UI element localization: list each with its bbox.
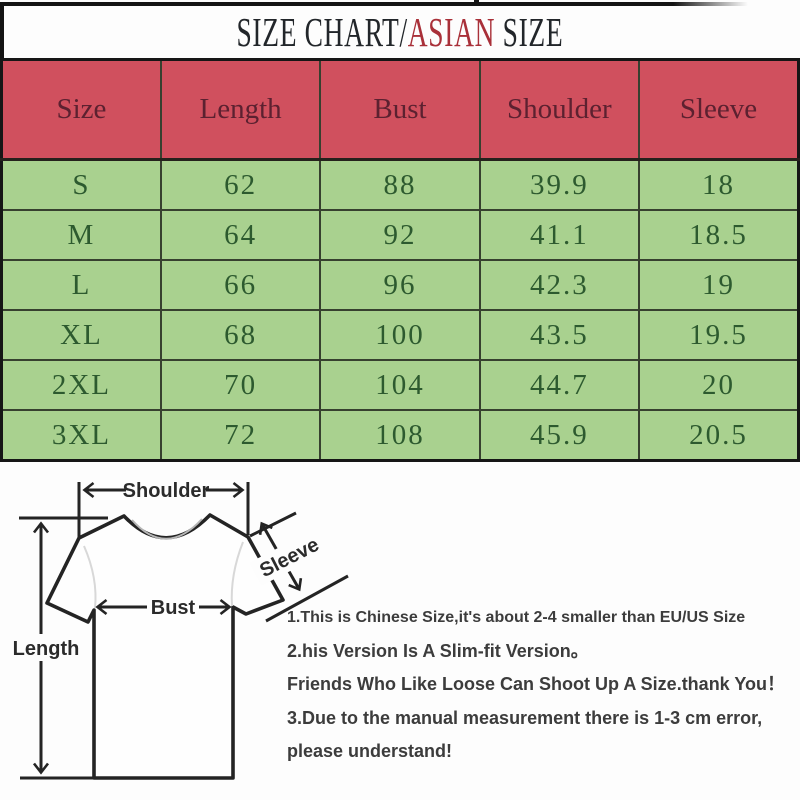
cell-length: 68 [159, 309, 322, 361]
bust-label-bg [147, 593, 199, 620]
note-line: 2.his Version Is A Slim-fit Version。 [287, 640, 589, 661]
table-row: S 62 88 39.9 18 [0, 158, 800, 211]
title-prefix: SIZE CHART/ [236, 9, 408, 55]
size-table: Size Length Bust Shoulder Sleeve S 62 88… [0, 58, 800, 462]
cell-bust: 104 [319, 359, 481, 411]
cell-bust: 100 [319, 309, 481, 361]
cell-shoulder: 44.7 [478, 359, 641, 411]
sleeve-guide-bottom [265, 574, 349, 623]
cell-sleeve: 19 [638, 259, 800, 311]
table-row: 2XL 70 104 44.7 20 [0, 359, 800, 411]
column-header-size: Size [0, 58, 162, 161]
cell-bust: 96 [319, 259, 481, 311]
cell-length: 72 [159, 409, 322, 462]
length-label-bg [12, 634, 80, 661]
page-title: SIZE CHART/ASIAN SIZE [237, 8, 564, 56]
note-line: Friends Who Like Loose Can Shoot Up A Si… [287, 674, 786, 694]
cell-bust: 88 [319, 158, 481, 211]
cell-length: 66 [159, 259, 322, 311]
cell-length: 64 [159, 209, 322, 261]
column-header-bust: Bust [319, 58, 481, 161]
table-row: M 64 92 41.1 18.5 [0, 209, 800, 261]
cell-shoulder: 41.1 [478, 209, 641, 261]
cell-size: L [0, 259, 162, 311]
cell-sleeve: 19.5 [638, 309, 800, 361]
sizing-notes: 1.This is Chinese Size,it's about 2-4 sm… [287, 601, 800, 769]
bust-label: Bust [151, 597, 196, 619]
cell-size: XL [0, 309, 162, 361]
table-row: L 66 96 42.3 19 [0, 259, 800, 311]
cell-shoulder: 43.5 [478, 309, 641, 361]
sleeve-guide-top [249, 511, 297, 538]
note-line: 1.This is Chinese Size,it's about 2-4 sm… [287, 609, 746, 626]
title-accent: ASIAN [407, 9, 496, 55]
sleeve-label-bg [249, 528, 329, 586]
table-row: XL 68 100 43.5 19.5 [0, 309, 800, 361]
cell-shoulder: 39.9 [478, 158, 641, 211]
cell-size: 3XL [0, 409, 162, 462]
collar-inner-line [131, 518, 203, 540]
cell-bust: 108 [319, 409, 481, 462]
shoulder-label-bg [126, 476, 206, 504]
length-label: Length [13, 638, 80, 660]
cell-sleeve: 20 [638, 359, 800, 411]
tshirt-outline [45, 513, 285, 780]
shoulder-label: Shoulder [123, 480, 210, 502]
cell-shoulder: 42.3 [478, 259, 641, 311]
right-armhole-seam [230, 541, 244, 607]
cell-bust: 92 [319, 209, 481, 261]
left-armhole-seam [83, 545, 97, 609]
table-row: 3XL 72 108 45.9 20.5 [0, 409, 800, 462]
title-top-border [0, 2, 748, 6]
cell-sleeve: 18 [638, 158, 800, 211]
cell-sleeve: 20.5 [638, 409, 800, 462]
cell-size: 2XL [0, 359, 162, 411]
cell-shoulder: 45.9 [478, 409, 641, 462]
title-left-border [0, 2, 4, 59]
cell-size: S [0, 158, 162, 211]
column-header-length: Length [159, 58, 322, 161]
column-header-shoulder: Shoulder [478, 58, 641, 161]
note-line: please understand! [287, 741, 453, 761]
cell-length: 62 [159, 158, 322, 211]
title-bar: SIZE CHART/ASIAN SIZE [4, 6, 796, 58]
table-header-row: Size Length Bust Shoulder Sleeve [0, 58, 800, 161]
cell-sleeve: 18.5 [638, 209, 800, 261]
cell-size: M [0, 209, 162, 261]
column-header-sleeve: Sleeve [638, 58, 800, 161]
note-line: 3.Due to the manual measurement there is… [287, 707, 763, 728]
tshirt-measurement-diagram: Shoulder Length Bust Sleeve [12, 476, 349, 780]
title-suffix: SIZE [495, 9, 564, 55]
cell-length: 70 [159, 359, 322, 411]
